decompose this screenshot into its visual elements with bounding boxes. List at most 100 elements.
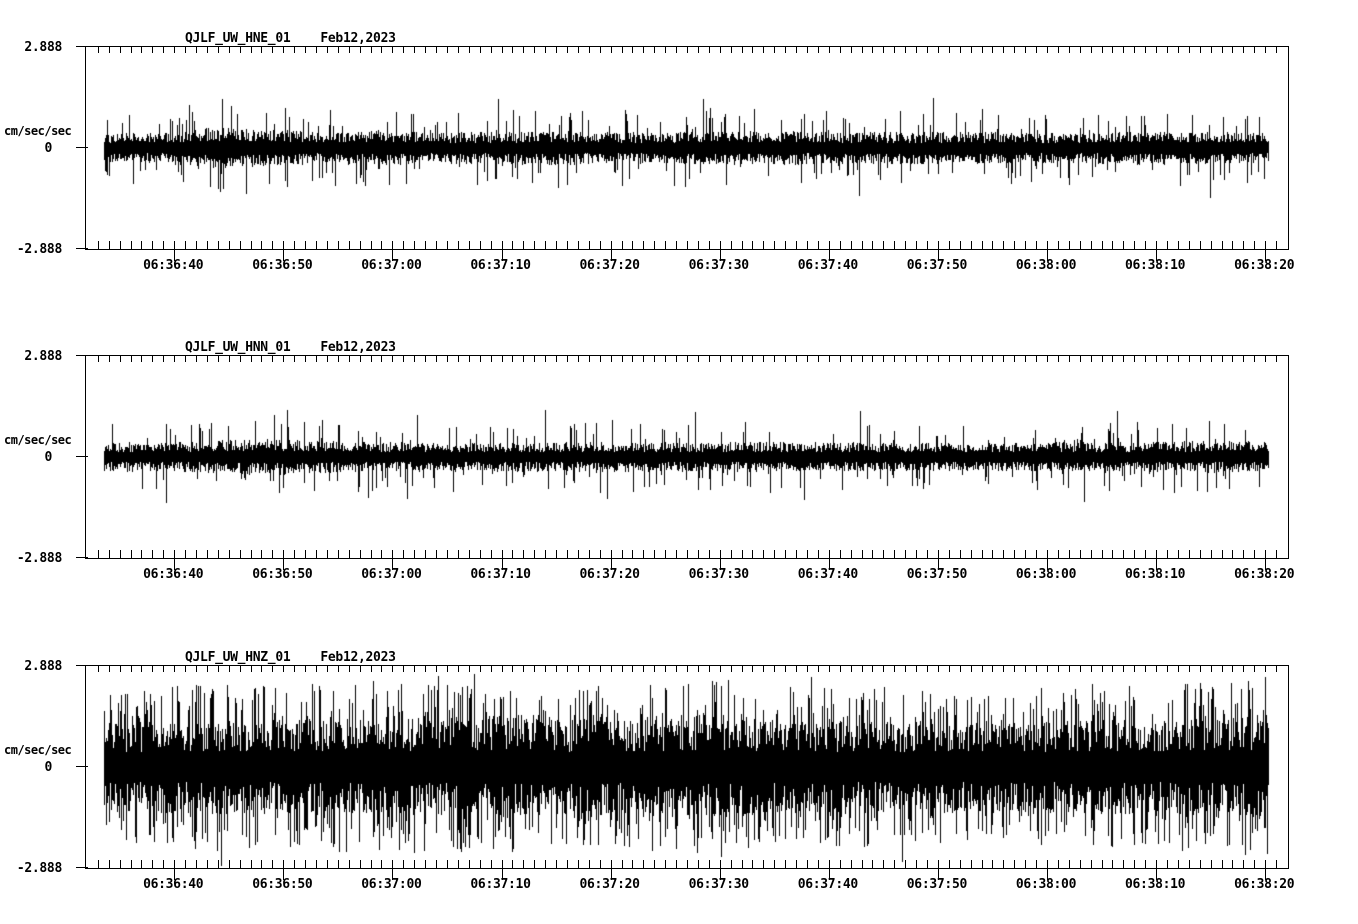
time-minor-tick	[403, 860, 405, 868]
time-minor-tick	[272, 860, 274, 868]
time-minor-tick	[817, 550, 819, 558]
time-minor-tick	[1210, 356, 1212, 362]
time-minor-tick	[316, 356, 318, 362]
time-minor-tick	[1123, 47, 1125, 53]
time-tick-label: 06:37:50	[906, 877, 968, 892]
time-minor-tick	[708, 860, 710, 868]
time-minor-tick	[1167, 47, 1168, 53]
time-minor-tick	[1068, 47, 1070, 53]
time-minor-tick	[119, 47, 121, 53]
time-minor-tick	[316, 860, 318, 868]
time-minor-tick	[654, 47, 656, 53]
time-minor-tick	[861, 860, 863, 868]
time-major-tick	[610, 550, 612, 570]
time-minor-tick	[250, 860, 252, 868]
time-minor-tick	[1232, 550, 1234, 558]
time-minor-tick	[1047, 666, 1048, 672]
time-minor-tick	[599, 550, 601, 558]
time-minor-tick	[436, 550, 438, 558]
time-minor-tick	[1232, 860, 1234, 868]
time-minor-tick	[108, 47, 110, 53]
time-minor-tick	[1188, 860, 1190, 868]
time-minor-tick	[130, 47, 132, 53]
time-minor-tick	[1101, 47, 1103, 53]
time-minor-tick	[1177, 666, 1179, 672]
time-minor-tick	[763, 356, 765, 362]
time-minor-tick	[228, 241, 230, 249]
time-minor-tick	[1188, 47, 1190, 53]
time-minor-tick	[796, 241, 798, 249]
time-minor-tick	[272, 550, 274, 558]
time-minor-tick	[1210, 47, 1212, 53]
time-tick-label: 06:38:10	[1124, 877, 1186, 892]
time-minor-tick	[348, 356, 350, 362]
time-minor-tick	[588, 860, 590, 868]
time-major-tick	[719, 550, 721, 570]
amplitude-tick	[76, 665, 88, 666]
time-minor-tick	[1068, 666, 1070, 672]
time-minor-tick	[665, 666, 667, 672]
time-minor-tick	[217, 666, 219, 672]
time-minor-tick	[206, 241, 208, 249]
time-minor-tick	[174, 47, 176, 53]
time-minor-tick	[228, 356, 230, 362]
time-minor-tick	[228, 550, 230, 558]
time-major-tick	[1156, 860, 1158, 880]
time-minor-tick	[883, 47, 885, 53]
time-minor-tick	[785, 550, 787, 558]
time-minor-tick	[1134, 860, 1136, 868]
time-tick-label: 06:36:40	[143, 258, 204, 273]
amplitude-tick	[76, 46, 88, 47]
time-minor-tick	[545, 241, 547, 249]
time-minor-tick	[839, 47, 841, 53]
time-minor-tick	[785, 356, 787, 362]
time-minor-tick	[796, 356, 798, 362]
time-minor-tick	[577, 666, 579, 672]
time-minor-tick	[556, 860, 558, 868]
panel-title-hne: QJLF_UW_HNE_01 Feb12,2023	[185, 31, 396, 46]
time-minor-tick	[850, 860, 852, 868]
time-minor-tick	[806, 241, 808, 249]
time-minor-tick	[632, 241, 634, 249]
time-tick-label: 06:38:00	[1015, 258, 1077, 273]
time-minor-tick	[937, 356, 939, 362]
time-minor-tick	[152, 666, 154, 672]
time-minor-tick	[959, 666, 961, 672]
time-minor-tick	[872, 666, 874, 672]
time-major-tick	[1265, 550, 1267, 570]
time-minor-tick	[359, 860, 361, 868]
y-axis-units-label: cm/sec/sec	[4, 743, 72, 757]
time-minor-tick	[730, 860, 732, 868]
time-tick-label: 06:38:10	[1124, 567, 1186, 582]
time-minor-tick	[1254, 666, 1256, 672]
time-minor-tick	[261, 47, 263, 53]
time-minor-tick	[206, 860, 208, 868]
time-minor-tick	[141, 860, 143, 868]
time-minor-tick	[599, 47, 601, 53]
time-minor-tick	[370, 550, 372, 558]
time-minor-tick	[806, 666, 808, 672]
time-minor-tick	[217, 356, 219, 362]
trace-plot-hne	[76, 46, 1289, 261]
time-minor-tick	[730, 550, 732, 558]
time-minor-tick	[130, 550, 132, 558]
time-minor-tick	[916, 47, 918, 53]
time-minor-tick	[196, 47, 198, 53]
time-minor-tick	[1188, 666, 1190, 672]
time-minor-tick	[1199, 550, 1201, 558]
time-major-tick	[828, 550, 830, 570]
time-minor-tick	[610, 356, 612, 362]
time-tick-label: 06:38:20	[1234, 567, 1295, 582]
time-minor-tick	[752, 666, 754, 672]
time-minor-tick	[1090, 550, 1092, 558]
time-minor-tick	[326, 47, 328, 53]
time-minor-tick	[206, 666, 208, 672]
time-minor-tick	[490, 666, 492, 672]
time-minor-tick	[676, 241, 678, 249]
time-minor-tick	[556, 666, 558, 672]
time-minor-tick	[1188, 241, 1190, 249]
time-minor-tick	[250, 356, 252, 362]
time-minor-tick	[654, 666, 656, 672]
time-minor-tick	[556, 241, 558, 249]
time-minor-tick	[556, 356, 558, 362]
